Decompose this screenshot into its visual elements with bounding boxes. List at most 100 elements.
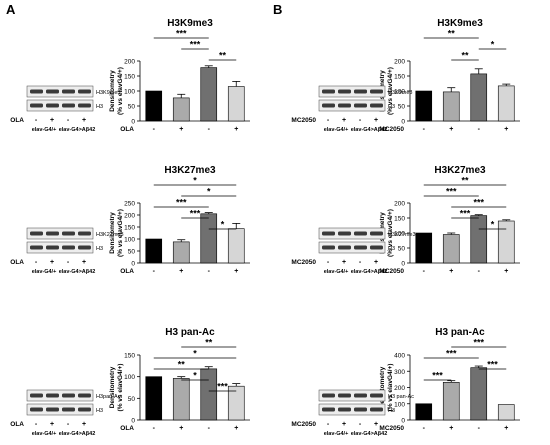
x-tick-label: + bbox=[179, 126, 183, 133]
blot-band bbox=[78, 89, 91, 94]
significance-label: * bbox=[491, 40, 495, 50]
y-tick-label: 200 bbox=[124, 59, 135, 66]
blot-band bbox=[322, 407, 335, 412]
x-tick-label: + bbox=[179, 425, 183, 432]
blot-band bbox=[78, 103, 91, 108]
blot-band bbox=[62, 89, 75, 94]
blot-strip bbox=[318, 227, 386, 240]
y-tick-label: 50 bbox=[398, 246, 406, 253]
blot-band bbox=[338, 103, 351, 108]
significance-label: ** bbox=[461, 176, 469, 186]
y-tick-label: 100 bbox=[394, 401, 405, 408]
blot-band bbox=[30, 245, 43, 250]
x-tick-label: - bbox=[478, 425, 481, 432]
chart-title: H3K9me3 bbox=[437, 18, 483, 29]
blot-band bbox=[322, 245, 335, 250]
y-tick-label: 200 bbox=[124, 213, 135, 220]
x-tick-label: - bbox=[423, 126, 426, 133]
blot-label: H3 pan-Ac bbox=[388, 394, 414, 400]
x-tick-label: + bbox=[449, 268, 453, 275]
x-tick-label: - bbox=[208, 268, 211, 275]
x-tick-label: + bbox=[504, 126, 508, 133]
blot-band bbox=[354, 89, 367, 94]
significance-label: * bbox=[207, 187, 211, 197]
x-tick-label: - bbox=[478, 268, 481, 275]
bar bbox=[442, 91, 460, 122]
blot-lane-sign: - bbox=[327, 421, 330, 428]
bar bbox=[172, 378, 190, 421]
blot-band bbox=[322, 103, 335, 108]
x-tick-label: - bbox=[478, 126, 481, 133]
significance-label: ** bbox=[178, 360, 186, 370]
blot-band bbox=[338, 393, 351, 398]
blot-band bbox=[354, 231, 367, 236]
y-tick-label: 0 bbox=[131, 261, 135, 268]
x-tick-label: + bbox=[449, 425, 453, 432]
bar bbox=[497, 404, 515, 421]
blot-band bbox=[46, 103, 59, 108]
blot-label: H3K27me3 bbox=[96, 232, 124, 238]
x-tick-label: - bbox=[153, 425, 156, 432]
blot-label: H3 bbox=[388, 104, 395, 110]
x-tick-label: - bbox=[208, 126, 211, 133]
chart-title: H3 pan-Ac bbox=[165, 327, 215, 338]
blot-band bbox=[354, 393, 367, 398]
bar bbox=[470, 215, 488, 264]
y-tick-label: 150 bbox=[124, 74, 135, 81]
significance-label: *** bbox=[190, 209, 201, 219]
blot-lane-sign: + bbox=[50, 117, 54, 124]
blot-treatment-label: OLA bbox=[10, 259, 24, 266]
chart-title: H3 pan-Ac bbox=[435, 327, 485, 338]
blot-strip bbox=[26, 403, 94, 416]
significance-label: ** bbox=[461, 51, 469, 61]
y-tick-label: 0 bbox=[131, 119, 135, 126]
y-tick-label: 150 bbox=[394, 74, 405, 81]
blot-band bbox=[354, 407, 367, 412]
significance-label: * bbox=[221, 220, 225, 230]
bar bbox=[200, 213, 218, 264]
blot-band bbox=[370, 103, 383, 108]
blot-lane-sign: - bbox=[67, 117, 70, 124]
blot-band bbox=[46, 245, 59, 250]
bar bbox=[145, 376, 163, 421]
blot-genotype-label: elav-G4>Aβ42 bbox=[59, 127, 96, 133]
y-tick-label: 100 bbox=[394, 89, 405, 96]
blot-lane-sign: - bbox=[359, 259, 362, 266]
y-tick-label: 100 bbox=[124, 374, 135, 381]
blot-label: H3 bbox=[388, 408, 395, 414]
chart-title: H3K27me3 bbox=[434, 165, 486, 176]
x-tick-label: - bbox=[423, 425, 426, 432]
blot-lane-sign: + bbox=[82, 421, 86, 428]
blot-band bbox=[78, 245, 91, 250]
blot-lane-sign: + bbox=[342, 421, 346, 428]
significance-label: * bbox=[193, 349, 197, 359]
y-tick-label: 50 bbox=[128, 104, 136, 111]
bar bbox=[415, 403, 433, 421]
blot-lane-sign: - bbox=[35, 259, 38, 266]
blot-band bbox=[62, 245, 75, 250]
blot-lane-sign: + bbox=[50, 259, 54, 266]
blot-lane-sign: - bbox=[327, 259, 330, 266]
blot-lane-sign: + bbox=[374, 421, 378, 428]
significance-label: *** bbox=[176, 198, 187, 208]
blot-band bbox=[30, 407, 43, 412]
significance-label: ** bbox=[219, 51, 227, 61]
bar bbox=[415, 232, 433, 264]
y-tick-label: 100 bbox=[124, 89, 135, 96]
bar bbox=[497, 220, 515, 264]
blot-band bbox=[354, 245, 367, 250]
blot-genotype-label: elav-G4>Aβ42 bbox=[351, 431, 388, 437]
blot-strip bbox=[318, 85, 386, 98]
blot-strip bbox=[26, 227, 94, 240]
significance-label: *** bbox=[446, 349, 457, 359]
blot-band bbox=[338, 89, 351, 94]
bar bbox=[415, 90, 433, 122]
bar bbox=[470, 367, 488, 421]
bar bbox=[172, 97, 190, 122]
blot-genotype-label: elav-G4/+ bbox=[32, 127, 57, 133]
blot-lane-sign: - bbox=[35, 421, 38, 428]
bar bbox=[200, 67, 218, 122]
blot-band bbox=[322, 89, 335, 94]
blot-strip bbox=[318, 99, 386, 112]
blot-genotype-label: elav-G4>Aβ42 bbox=[59, 269, 96, 275]
